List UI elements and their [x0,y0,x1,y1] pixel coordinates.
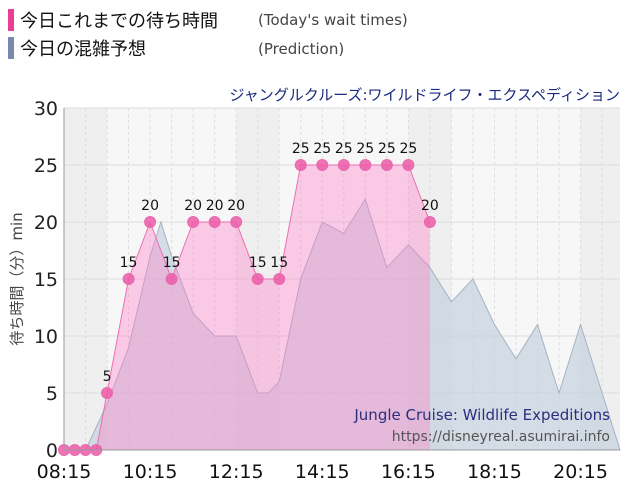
x-tick-label: 20:15 [553,461,608,483]
today-point-label: 25 [399,141,417,157]
today-point [251,273,264,285]
today-point [122,273,135,285]
today-point-label: 5 [103,369,112,385]
x-tick-label: 16:15 [381,461,436,483]
y-tick-label: 10 [34,326,58,348]
y-tick-label: 15 [34,269,58,291]
y-tick-label: 0 [46,440,58,462]
today-point [101,387,114,399]
today-point-label: 25 [292,141,310,157]
today-legend-note: (Today's wait times) [258,11,408,29]
today-point-label: 25 [335,141,353,157]
x-tick-label: 10:15 [123,461,178,483]
today-point [337,159,350,171]
today-point-label: 20 [206,198,224,214]
today-point-label: 25 [313,141,331,157]
today-legend-swatch [8,9,14,31]
attraction-name: ジャングルクルーズ:ワイルドライフ・エクスペディション [229,86,620,104]
today-point-label: 20 [421,198,439,214]
prediction-legend-swatch [8,37,14,59]
today-point-label: 15 [163,255,181,271]
x-tick-label: 18:15 [467,461,522,483]
today-point [273,273,286,285]
x-tick-label: 12:15 [209,461,264,483]
x-tick-label: 08:15 [37,461,92,483]
prediction-legend-label: 今日の混雑予想 [20,39,146,60]
today-point [165,273,178,285]
today-point [230,216,243,228]
today-point-label: 25 [378,141,396,157]
today-point-label: 15 [120,255,138,271]
y-axis-label: 待ち時間（分）min [8,212,26,345]
today-point-label: 25 [356,141,374,157]
prediction-area [64,199,620,450]
y-tick-label: 5 [46,383,58,405]
today-point-label: 20 [141,198,159,214]
today-point [294,159,307,171]
today-point [423,216,436,228]
today-point-label: 15 [270,255,288,271]
today-legend-label: 今日これまでの待ち時間 [20,11,218,32]
today-point-label: 15 [249,255,267,271]
prediction-legend-note: (Prediction) [258,40,345,58]
y-tick-label: 30 [34,98,58,120]
watermark-url: https://disneyreal.asumirai.info [392,429,610,445]
today-point [359,159,372,171]
x-tick-label: 14:15 [295,461,350,483]
today-point [208,216,221,228]
today-point [144,216,157,228]
today-point [316,159,329,171]
watermark-title: Jungle Cruise: Wildlife Expeditions [353,406,610,424]
y-tick-label: 20 [34,212,58,234]
prediction-line [64,198,621,451]
today-point-label: 20 [184,198,202,214]
y-tick-label: 25 [34,155,58,177]
today-point [380,159,393,171]
today-point-label: 20 [227,198,245,214]
today-point [187,216,200,228]
today-point [402,159,415,171]
